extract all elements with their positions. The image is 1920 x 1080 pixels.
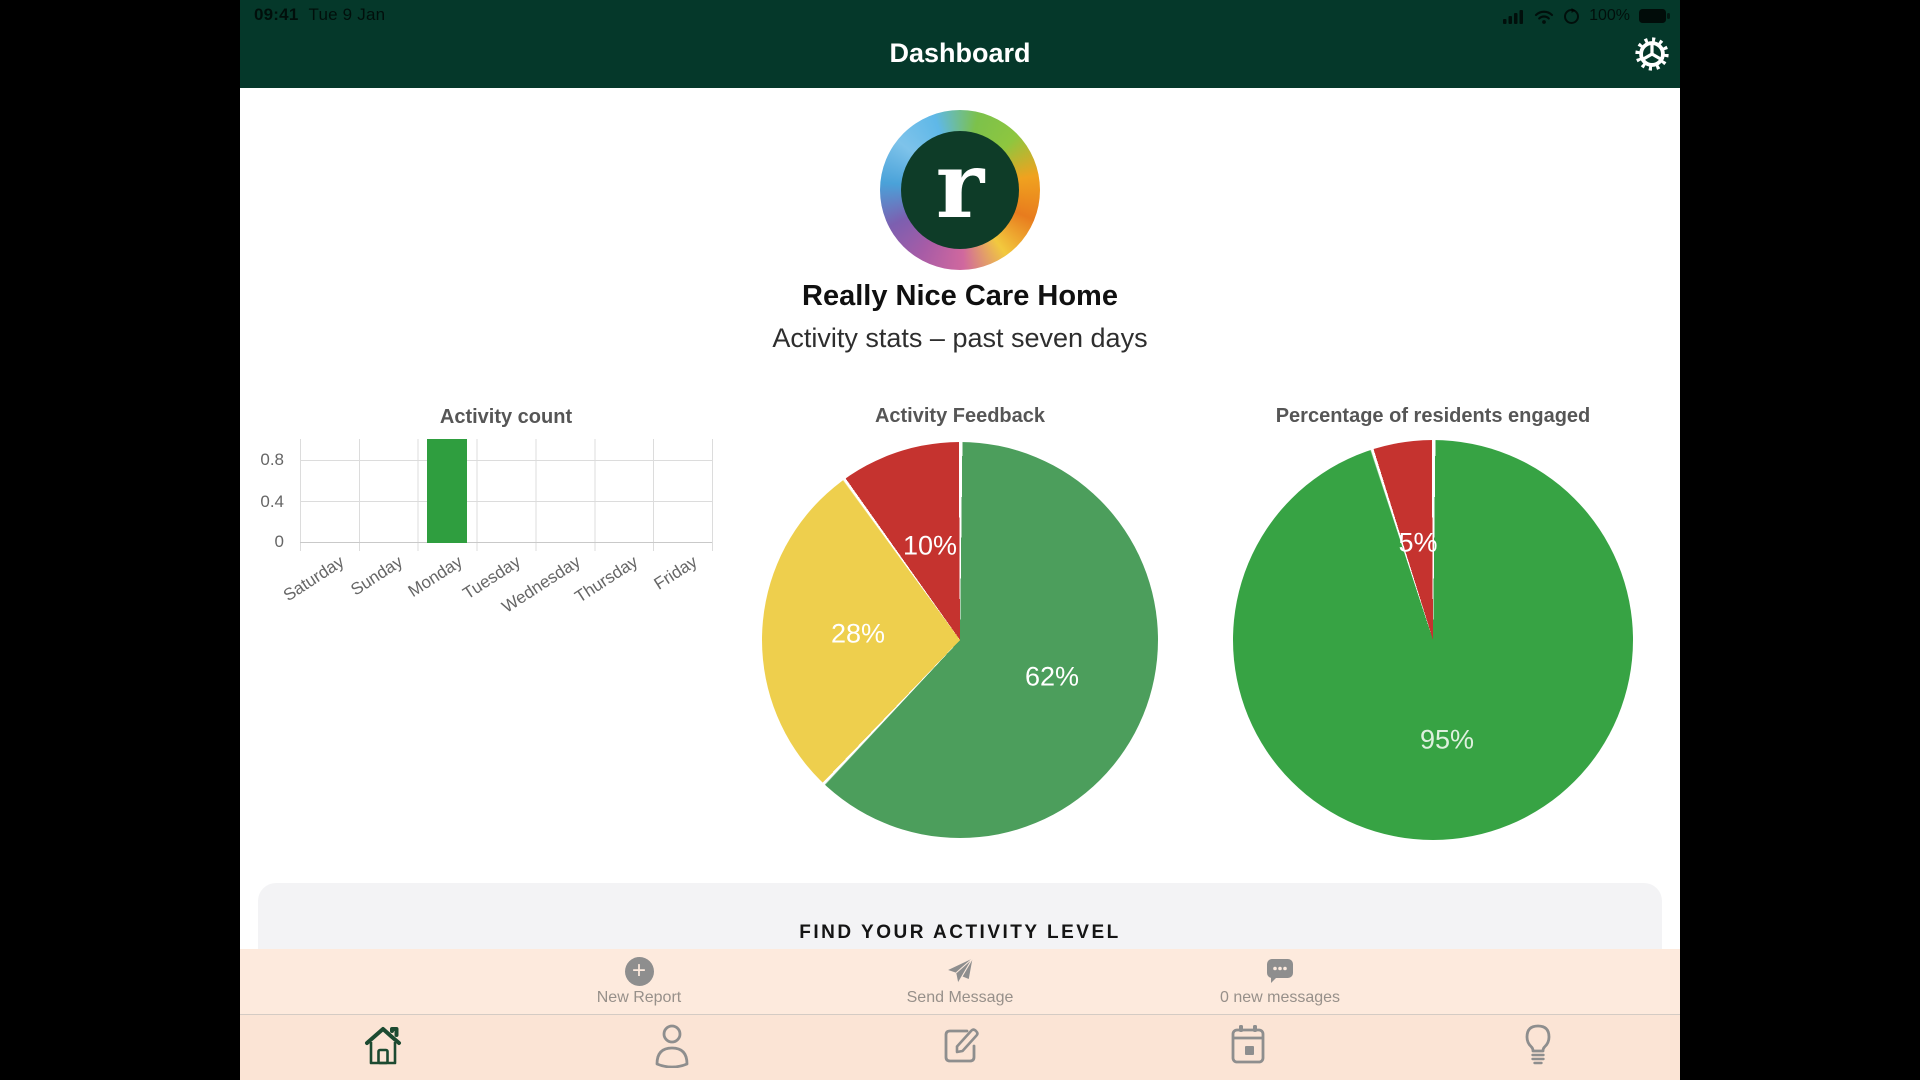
calendar-icon	[1226, 1022, 1270, 1073]
bar-column	[300, 439, 359, 543]
bars-container	[300, 439, 712, 543]
person-icon	[650, 1022, 694, 1073]
cellular-signal-icon	[1503, 8, 1525, 24]
activity-level-title: FIND YOUR ACTIVITY LEVEL	[799, 922, 1121, 943]
pie-label-95: 95%	[1419, 724, 1475, 755]
send-message-label: Send Message	[906, 989, 1014, 1006]
tab-calendar[interactable]	[1188, 1015, 1308, 1080]
tab-ideas[interactable]	[1478, 1015, 1598, 1080]
paper-plane-icon	[945, 954, 975, 988]
action-bar: + New Report Send Message	[240, 949, 1680, 1014]
pie-label-28: 28%	[830, 618, 886, 649]
x-label-friday: Friday	[650, 552, 701, 594]
gridline	[300, 459, 712, 461]
tab-residents[interactable]	[612, 1015, 732, 1080]
logo-center: r	[901, 131, 1019, 249]
date-text: Tue 9 Jan	[308, 5, 386, 24]
activity-level-card[interactable]: FIND YOUR ACTIVITY LEVEL	[258, 883, 1662, 953]
engagement-pie-title: Percentage of residents engaged	[1275, 405, 1591, 427]
messages-button[interactable]: 0 new messages	[1170, 949, 1390, 1014]
orientation-lock-icon	[1563, 7, 1580, 25]
home-icon	[359, 1022, 407, 1073]
x-label-thursday: Thursday	[571, 552, 642, 607]
plus-circle-icon: +	[624, 954, 654, 988]
bar-column	[418, 439, 477, 543]
compose-icon	[937, 1022, 983, 1073]
x-label-monday: Monday	[404, 552, 466, 601]
tab-reports[interactable]	[900, 1015, 1020, 1080]
bar	[427, 439, 468, 543]
bar-column	[477, 439, 536, 543]
activity-count-chart: Activity count 0.8 0.4 0 Saturday Sunday…	[240, 402, 800, 632]
pie-label-10: 10%	[902, 530, 958, 561]
wifi-icon	[1534, 9, 1554, 24]
tab-home[interactable]	[323, 1015, 443, 1080]
header-bar: 09:41 Tue 9 Jan	[240, 0, 1680, 88]
pie-label-5: 5%	[1398, 527, 1438, 558]
page-title: Dashboard	[889, 38, 1031, 68]
x-axis-line	[300, 542, 712, 543]
battery-icon	[1639, 9, 1670, 23]
y-tick-0: 0	[274, 532, 284, 551]
logo-letter: r	[935, 131, 985, 239]
pie-label-62: 62%	[1024, 661, 1080, 692]
status-time: 09:41 Tue 9 Jan	[254, 5, 385, 25]
app-logo: r	[880, 110, 1040, 270]
bar-chart-title: Activity count	[439, 406, 573, 428]
app-screen: 09:41 Tue 9 Jan	[240, 0, 1680, 1080]
settings-button[interactable]	[1630, 34, 1674, 78]
gear-icon	[1633, 35, 1671, 78]
y-tick-04: 0.4	[260, 492, 284, 511]
care-home-name: Really Nice Care Home	[802, 280, 1118, 312]
send-message-button[interactable]: Send Message	[850, 949, 1070, 1014]
bar-plot-area	[300, 439, 713, 551]
lightbulb-icon	[1519, 1022, 1557, 1073]
bar-column	[653, 439, 712, 543]
x-label-saturday: Saturday	[279, 552, 348, 605]
bar-divider	[240, 1014, 1680, 1015]
message-bubble-icon	[1264, 954, 1296, 988]
battery-percent-text: 100%	[1589, 7, 1630, 24]
bar-column	[535, 439, 594, 543]
new-report-button[interactable]: + New Report	[529, 949, 749, 1014]
status-icons: 100%	[1503, 7, 1670, 25]
gridline	[300, 501, 712, 503]
new-report-label: New Report	[596, 989, 682, 1006]
activity-feedback-pie: 10% 28% 62%	[762, 442, 1158, 838]
feedback-pie-title: Activity Feedback	[874, 405, 1046, 427]
messages-count-label: 0 new messages	[1219, 989, 1341, 1006]
bar-column	[359, 439, 418, 543]
vertical-gridlines	[300, 439, 713, 551]
tab-bar	[240, 1015, 1680, 1080]
stats-subtitle: Activity stats – past seven days	[772, 323, 1148, 353]
bar-column	[594, 439, 653, 543]
x-label-sunday: Sunday	[347, 552, 407, 600]
residents-engaged-pie: 5% 95%	[1233, 440, 1633, 840]
clock-text: 09:41	[254, 5, 299, 24]
y-tick-08: 0.8	[260, 450, 284, 469]
